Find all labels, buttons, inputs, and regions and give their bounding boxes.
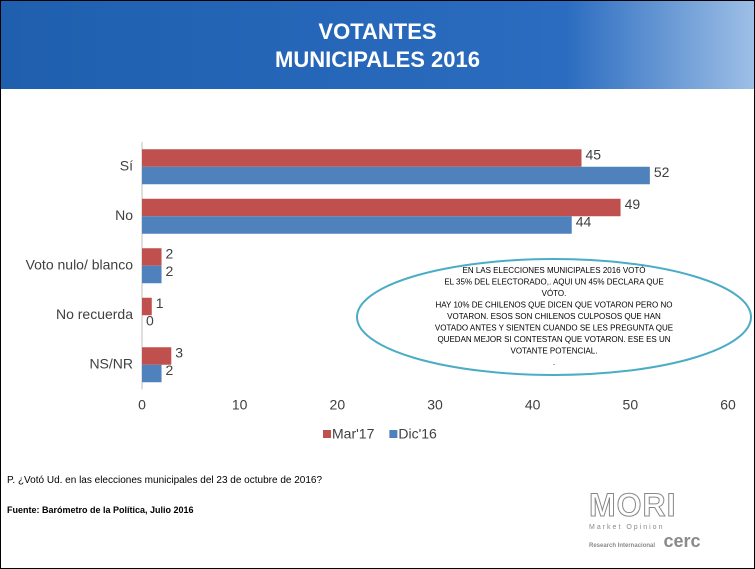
x-tick-label: 20 [330,397,346,413]
legend-label: Dic'16 [398,426,437,442]
annotation-line: QUEDAN MEJOR SI CONTESTAN QUE VOTARON. E… [437,335,670,344]
value-label: 3 [175,345,183,361]
legend-swatch [389,430,397,438]
logo-line: Market Opinion [589,524,749,531]
y-tick-label: Sí [120,157,133,173]
value-label: 49 [625,196,641,212]
bar [142,365,162,383]
annotation-line: HAY 10% DE CHILENOS QUE DICEN QUE VOTARO… [436,301,673,310]
slide: VOTANTES MUNICIPALES 2016 0102030405060S… [0,0,755,569]
question: P. ¿Votó Ud. en las elecciones municipal… [7,475,322,486]
y-tick-label: No recuerda [56,306,133,322]
annotation-line: VÓTO. [542,289,567,298]
value-label: 44 [576,214,592,230]
logo-line: Research Internacional [589,543,655,549]
annotation-line: VOTANTE POTENCIAL. [511,347,598,356]
bar [142,248,162,266]
annotation-line: EL 35% DEL ELECTORADO,. AQUI UN 45% DECL… [444,278,663,287]
x-tick-label: 40 [525,397,541,413]
y-tick-label: NS/NR [89,355,133,371]
bar [142,167,650,185]
x-tick-label: 10 [232,397,248,413]
value-label: 52 [654,164,670,180]
legend-swatch [323,430,331,438]
bar [142,266,162,284]
value-label: 2 [166,246,174,262]
legend-label: Mar'17 [332,426,375,442]
logo-brand: cerc [663,531,700,551]
logo-name: MORI [589,487,749,524]
bar [142,199,621,217]
bar [142,149,582,167]
value-label: 45 [586,147,602,163]
x-tick-label: 60 [720,397,736,413]
logo: MORI Market Opinion Research Internacion… [589,487,749,552]
value-label: 1 [156,295,164,311]
value-label: 2 [166,263,174,279]
y-tick-label: No [115,207,133,223]
annotation-line: EN LAS ELECCIONES MUNICIPALES 2016 VOTÓ [462,266,645,275]
annotation-line: . [553,358,555,367]
bar [142,216,572,234]
annotation-line: VOTARON. ESOS SON CHILENOS CULPOSOS QUE … [447,312,661,321]
x-tick-label: 50 [623,397,639,413]
value-label: 0 [146,313,154,329]
source: Fuente: Barómetro de la Política, Julio … [7,505,194,515]
annotation-line: VOTADO ANTES Y SIENTEN CUANDO SE LES PRE… [435,324,673,333]
x-tick-label: 0 [138,397,146,413]
value-label: 2 [166,362,174,378]
y-tick-label: Voto nulo/ blanco [26,256,134,272]
x-tick-label: 30 [427,397,443,413]
